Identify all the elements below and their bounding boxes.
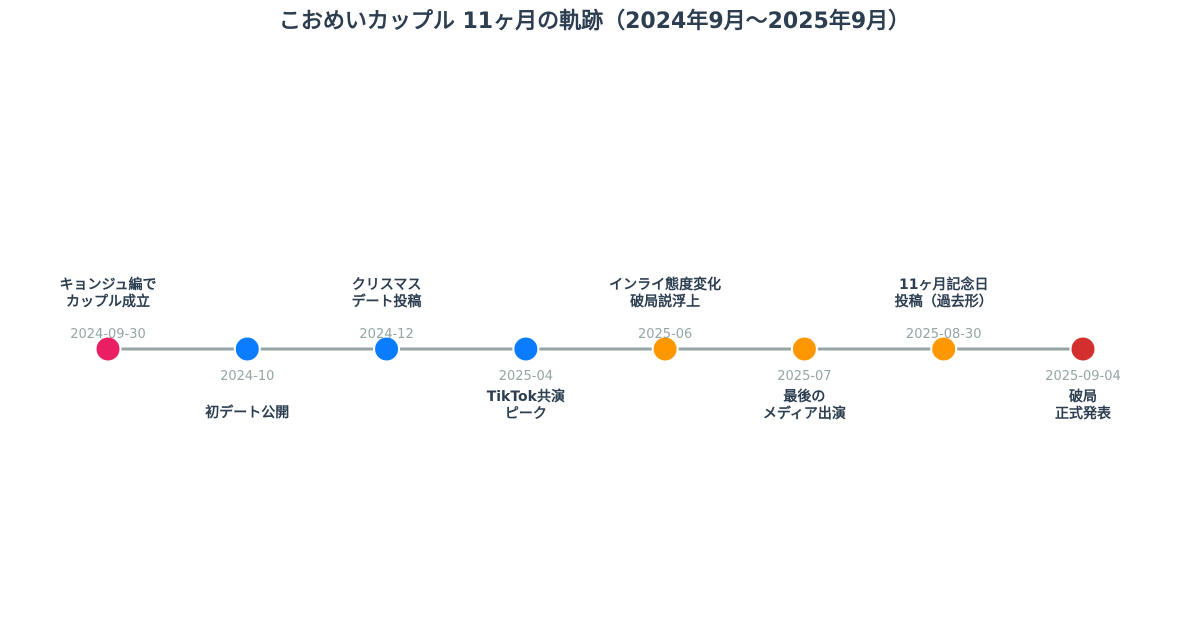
event-description-line: ピーク xyxy=(505,406,547,422)
event-marker xyxy=(233,335,261,363)
event-description-line: カップル成立 xyxy=(66,293,150,310)
event-description-line: メディア出演 xyxy=(763,405,846,422)
event-marker xyxy=(651,335,679,363)
timeline-event: 2024-10 初デート公開 xyxy=(205,335,289,421)
event-description-line: 破局説浮上 xyxy=(630,293,700,310)
event-description-line: デート投稿 xyxy=(352,293,422,310)
event-date-label: 2025-04 xyxy=(499,369,553,384)
chart-title: こおめいカップル 11ヶ月の軌跡（2024年9月〜2025年9月） xyxy=(278,9,911,34)
event-date-label: 2024-09-30 xyxy=(70,327,146,342)
event-date-label: 2024-10 xyxy=(220,369,274,384)
event-description-line: 最後の xyxy=(783,388,825,405)
event-date-label: 2025-06 xyxy=(638,327,692,342)
event-date-label: 2025-08-30 xyxy=(906,327,982,342)
event-marker xyxy=(930,335,958,363)
event-description-line: 11ヶ月記念日 xyxy=(899,276,988,293)
event-description-line: キョンジュ編で xyxy=(59,276,156,293)
timeline-events: 2024-09-30キョンジュ編でカップル成立2024-10初デート公開2024… xyxy=(59,276,1120,422)
event-description-line: 投稿（過去形） xyxy=(895,293,993,310)
event-description-line: インライ態度変化 xyxy=(609,276,721,293)
event-description-line: 初デート公開 xyxy=(205,404,289,421)
event-description-line: 破局 xyxy=(1069,388,1097,405)
event-marker xyxy=(94,335,122,363)
event-date-label: 2025-07 xyxy=(777,369,831,384)
event-description-line: TikTok共演 xyxy=(487,388,565,405)
event-description-line: 正式発表 xyxy=(1055,405,1112,422)
event-marker xyxy=(373,335,401,363)
event-marker xyxy=(512,335,540,363)
event-date-label: 2025-09-04 xyxy=(1045,369,1121,384)
event-description-line: クリスマス xyxy=(352,277,422,293)
event-marker xyxy=(790,335,818,363)
event-marker xyxy=(1069,335,1097,363)
event-date-label: 2024-12 xyxy=(359,327,413,342)
